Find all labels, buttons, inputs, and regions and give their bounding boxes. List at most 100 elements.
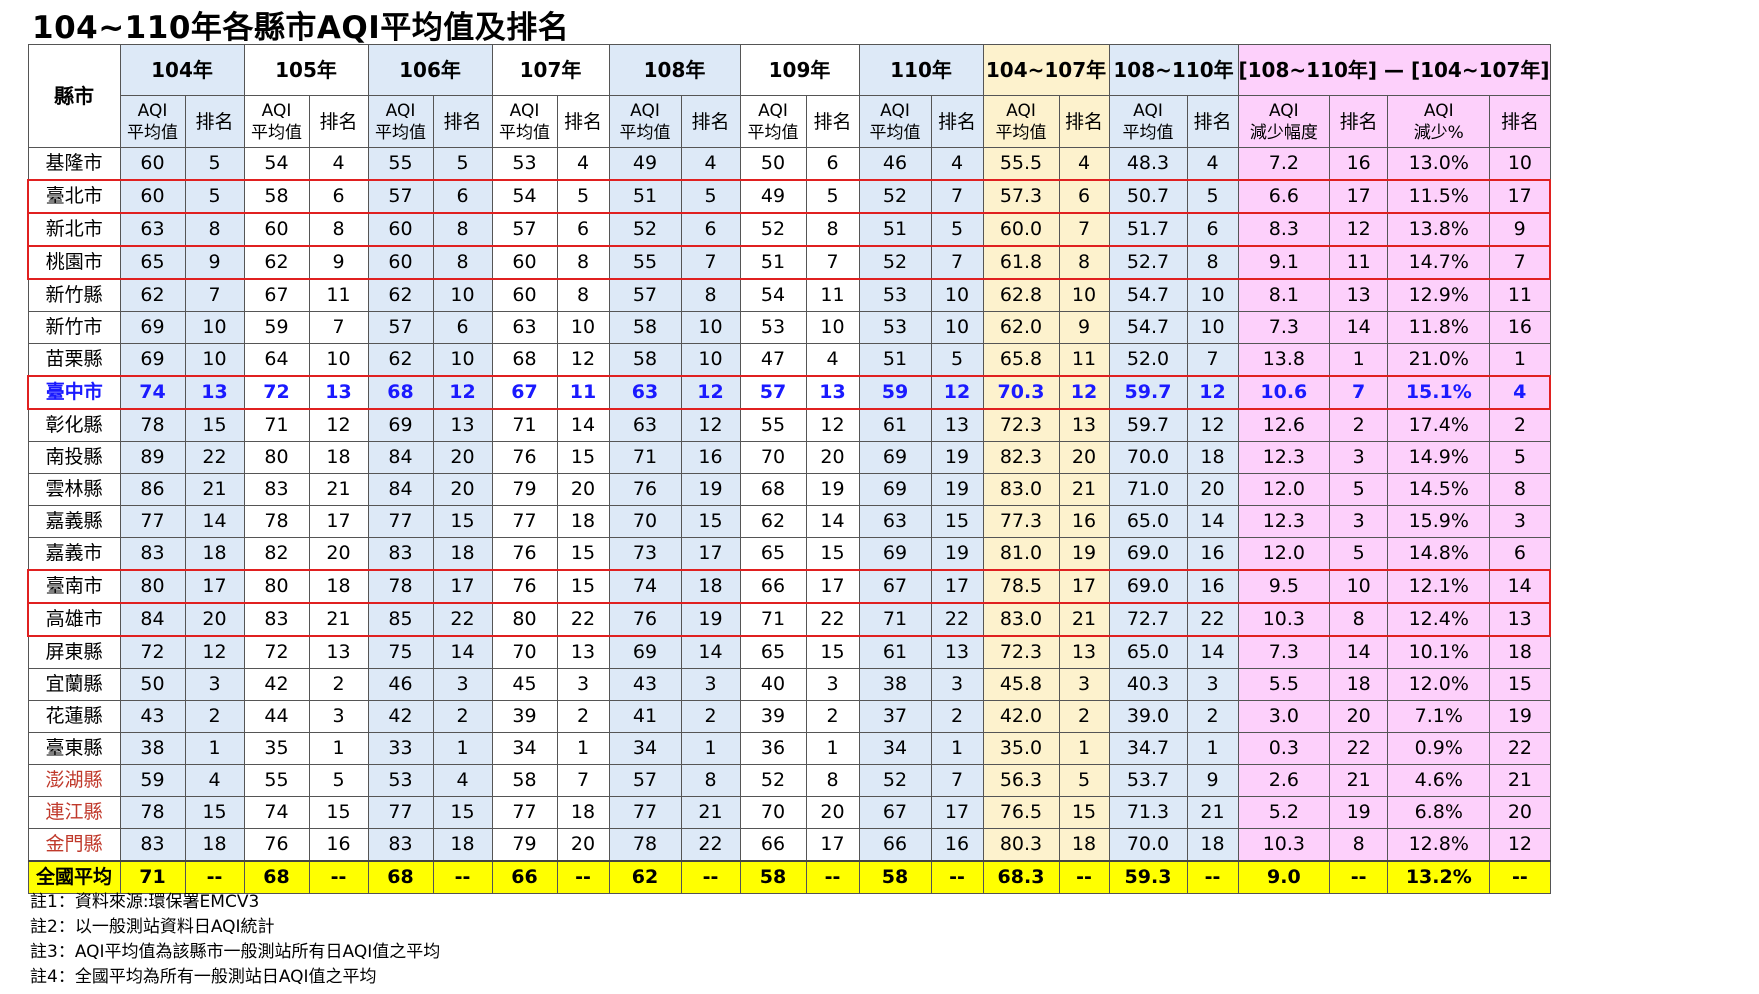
aqi-value-cell: 83 (243, 602, 310, 637)
table-row: 連江縣 78 15 74 15 77 15 77 18 77 21 70 20 67 17 76.5 15 71.… (27, 796, 1551, 829)
reduction-pct-cell: 14.5% (1387, 473, 1491, 506)
rank-cell: 7 (556, 764, 610, 797)
reduction-cell: 12.6 (1237, 408, 1331, 442)
aqi-value-cell: 89 (119, 441, 186, 474)
aqi-value-cell: 58 (858, 860, 932, 894)
aqi-value-cell: 39 (491, 700, 558, 733)
rank-cell: 18 (556, 505, 610, 538)
rank-cell: 12 (680, 408, 741, 442)
rank-cell: 17 (805, 828, 860, 862)
aqi-value-cell: 62.0 (982, 311, 1060, 344)
rank-cell: 14 (556, 408, 610, 442)
rank-cell: 10 (1186, 278, 1239, 312)
aqi-value-cell: 39 (739, 700, 807, 733)
aqi-value-cell: 53 (858, 278, 932, 312)
aqi-value-cell: 66 (739, 569, 807, 604)
aqi-value-cell: 83 (243, 473, 310, 506)
rank-cell: 13 (930, 408, 984, 442)
aqi-value-cell: 68 (367, 860, 434, 894)
rank-cell: 8 (805, 764, 860, 797)
rank-cell: 7 (1058, 212, 1110, 247)
reduction-pct-cell: 13.0% (1387, 147, 1491, 181)
aqi-value-cell: 76 (491, 569, 558, 604)
rank-cell: 18 (680, 569, 741, 604)
aqi-value-cell: 35 (243, 732, 310, 765)
aqi-value-cell: 54 (491, 179, 558, 214)
rank-cell: 19 (1489, 700, 1551, 733)
rank-cell: 10 (930, 311, 984, 344)
rank-cell: 10 (805, 311, 860, 344)
rank-cell: 18 (1489, 635, 1551, 669)
subheader-rank: 排名 (1058, 95, 1110, 148)
rank-cell: 10 (680, 311, 741, 344)
reduction-cell: 10.3 (1237, 602, 1331, 637)
aqi-table-container: 縣市 104年 105年 106年 107年 108年 109年 110年 10… (27, 44, 1552, 894)
rank-cell: -- (680, 860, 741, 894)
rank-cell: 14 (805, 505, 860, 538)
table-row: 新竹縣 62 7 67 11 62 10 60 8 57 8 54 11 53 10 62.8 10 54.7 10… (27, 278, 1551, 312)
rank-cell: 21 (308, 602, 369, 637)
aqi-value-cell: 66 (491, 860, 558, 894)
aqi-value-cell: 58 (243, 179, 310, 214)
column-header-city: 縣市 (27, 44, 121, 148)
rank-cell: 12 (1489, 828, 1551, 862)
rank-cell: 4 (308, 147, 369, 181)
aqi-value-cell: 46 (858, 147, 932, 181)
aqi-value-cell: 58 (491, 764, 558, 797)
subheader-rank: 排名 (930, 95, 984, 148)
aqi-value-cell: 78 (119, 408, 186, 442)
rank-cell: 12 (1186, 408, 1239, 442)
rank-cell: 20 (432, 441, 493, 474)
rank-cell: 18 (1186, 828, 1239, 862)
aqi-value-cell: 78.5 (982, 569, 1060, 604)
rank-cell: -- (556, 860, 610, 894)
rank-cell: 15 (432, 796, 493, 829)
rank-cell: 16 (1186, 569, 1239, 604)
rank-cell: 14 (184, 505, 245, 538)
rank-cell: 3 (1186, 668, 1239, 701)
reduction-pct-cell: 15.9% (1387, 505, 1491, 538)
aqi-value-cell: 84 (367, 473, 434, 506)
aqi-value-cell: 60 (491, 278, 558, 312)
aqi-value-cell: 53.7 (1108, 764, 1188, 797)
aqi-value-cell: 54.7 (1108, 311, 1188, 344)
rank-cell: 11 (1058, 343, 1110, 377)
rank-cell: 1 (1489, 343, 1551, 377)
aqi-value-cell: 65 (739, 537, 807, 571)
rank-cell: 22 (1489, 732, 1551, 765)
subheader-aqi-average: AQI 平均值 (1108, 95, 1188, 148)
rank-cell: 21 (308, 473, 369, 506)
aqi-value-cell: 51 (739, 245, 807, 280)
aqi-value-cell: 42 (367, 700, 434, 733)
rank-cell: 7 (184, 278, 245, 312)
rank-cell: 11 (308, 278, 369, 312)
aqi-value-cell: 44 (243, 700, 310, 733)
rank-cell: 20 (1058, 441, 1110, 474)
aqi-value-cell: 59.3 (1108, 860, 1188, 894)
aqi-value-cell: 63 (608, 375, 682, 410)
rank-cell: 15 (680, 505, 741, 538)
aqi-value-cell: 62 (608, 860, 682, 894)
rank-cell: 5 (680, 179, 741, 214)
table-row: 嘉義縣 77 14 78 17 77 15 77 18 70 15 62 14 63 15 77.3 16 65.… (27, 505, 1551, 538)
rank-cell: 17 (930, 796, 984, 829)
reduction-pct-cell: 12.1% (1387, 569, 1491, 604)
aqi-value-cell: 49 (608, 147, 682, 181)
column-group-109: 109年 (739, 44, 860, 96)
rank-cell: 21 (1489, 764, 1551, 797)
aqi-value-cell: 51 (858, 343, 932, 377)
rank-cell: 15 (930, 505, 984, 538)
rank-cell: 2 (1058, 700, 1110, 733)
aqi-value-cell: 37 (858, 700, 932, 733)
aqi-value-cell: 69 (608, 635, 682, 669)
aqi-value-cell: 61 (858, 408, 932, 442)
aqi-value-cell: 72.3 (982, 408, 1060, 442)
aqi-value-cell: 60 (367, 212, 434, 247)
rank-cell: 8 (184, 212, 245, 247)
aqi-value-cell: 71 (739, 602, 807, 637)
rank-cell: 21 (1329, 764, 1389, 797)
rank-cell: 13 (308, 635, 369, 669)
reduction-pct-cell: 14.7% (1387, 245, 1491, 280)
reduction-pct-cell: 10.1% (1387, 635, 1491, 669)
city-name-cell: 宜蘭縣 (27, 668, 121, 701)
